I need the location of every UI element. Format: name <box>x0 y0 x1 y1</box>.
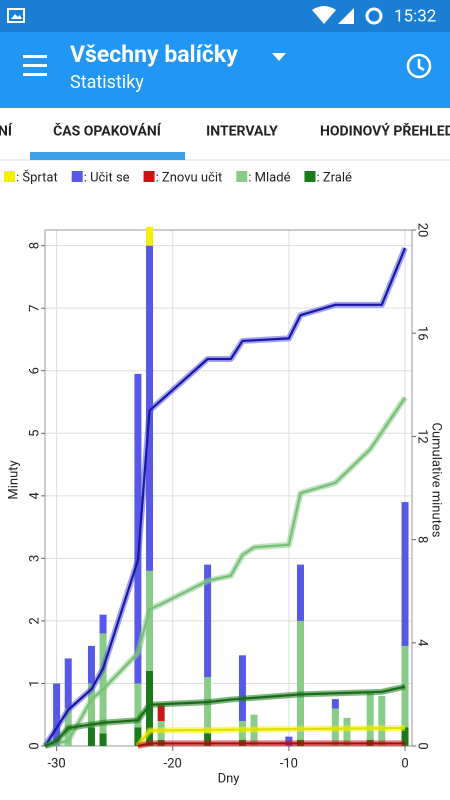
legend-swatch <box>236 171 248 182</box>
y2-axis-label: Cumulative minutes <box>429 423 444 538</box>
bar-segment <box>366 692 374 740</box>
cumulative-line <box>137 726 406 747</box>
bar-segment <box>204 677 212 734</box>
bar-segment <box>204 733 212 746</box>
toolbar <box>0 32 450 108</box>
history-button[interactable] <box>406 53 432 79</box>
cumulative-line-halo <box>42 246 408 748</box>
x-tick-label: -20 <box>164 756 182 771</box>
tab[interactable]: HODINOVÝ PŘEHLED <box>320 122 450 140</box>
cumulative-line <box>137 742 406 748</box>
y-tick-label: 6 <box>27 367 42 374</box>
y2-tick-label: 16 <box>415 326 430 341</box>
y-tick-label: 7 <box>27 305 42 312</box>
x-tick-label: -10 <box>280 756 298 771</box>
menu-bar <box>23 64 47 67</box>
toolbar-title[interactable]: Všechny balíčky <box>70 41 238 68</box>
bar-segment <box>87 727 95 746</box>
sync-icon <box>365 7 383 25</box>
tab-indicator <box>30 152 185 160</box>
y2-tick-label: 20 <box>415 223 430 238</box>
cumulative-line <box>44 685 406 748</box>
bar-segment <box>146 226 154 246</box>
bar-segment <box>378 695 386 746</box>
y-tick-label: 4 <box>27 491 42 499</box>
x-tick-label: 0 <box>401 756 408 771</box>
y2-tick-label: 8 <box>415 536 430 543</box>
y2-tick-label: 12 <box>415 429 430 444</box>
cumulative-line <box>44 247 407 747</box>
bar-segment <box>401 502 409 646</box>
clock-icon <box>406 53 432 79</box>
chart: : Šprtat : Učit se : Znovu učit : Mladé : Zr… <box>4 169 444 786</box>
legend-swatch <box>4 171 15 182</box>
cumulative-line <box>44 397 406 748</box>
y-tick-label: 2 <box>27 617 42 624</box>
bar-segment <box>53 683 61 746</box>
legend-swatch <box>304 171 316 182</box>
y-tick-label: 0 <box>27 742 42 749</box>
y-tick-label: 3 <box>27 555 42 562</box>
tab[interactable]: NÍ <box>0 122 13 140</box>
tab[interactable]: ČAS OPAKOVÁNÍ <box>53 122 162 140</box>
y-tick-label: 5 <box>27 430 42 437</box>
status-bar <box>0 0 450 32</box>
legend-label: : Šprtat <box>16 169 58 185</box>
clock-hands <box>417 59 425 72</box>
bar-segment <box>343 717 351 746</box>
bar-segment <box>238 655 246 721</box>
bar-segment <box>134 683 142 728</box>
legend-swatch <box>71 171 83 182</box>
legend-label: : Znovu učit <box>156 170 223 185</box>
image-icon <box>7 8 25 23</box>
bar-segment <box>401 645 409 728</box>
bar-segment <box>297 564 305 621</box>
legend-label: : Mladé <box>248 170 290 185</box>
bar-segment <box>204 564 212 678</box>
tab-bar <box>0 108 450 160</box>
y-tick-label: 1 <box>27 680 42 687</box>
menu-button[interactable] <box>23 55 47 76</box>
y2-tick-label: 0 <box>415 742 430 749</box>
clock: 15:32 <box>394 6 436 26</box>
menu-bar <box>23 55 47 58</box>
x-axis-label: Dny <box>218 771 240 786</box>
bar-segment <box>99 633 107 734</box>
legend-label: : Učit se <box>84 170 130 185</box>
y-axis-label: Minuty <box>6 460 21 499</box>
legend-label: : Zralé <box>316 170 352 185</box>
signal-icon <box>338 8 354 24</box>
legend-swatch <box>143 171 155 182</box>
dropdown-arrow[interactable] <box>272 53 286 61</box>
y-tick-label: 8 <box>27 242 42 249</box>
bar-segment <box>331 699 339 709</box>
wifi-icon <box>312 6 336 24</box>
bar-segment <box>134 727 142 746</box>
bar-segment <box>157 705 165 721</box>
bar-segment <box>64 658 72 709</box>
bar-segment <box>87 645 95 684</box>
bar-segment <box>99 614 107 634</box>
tab[interactable]: INTERVALY <box>206 124 278 140</box>
bar-segment <box>99 733 107 746</box>
y2-tick-label: 4 <box>415 639 430 647</box>
menu-bar <box>23 73 47 76</box>
bar-segment <box>297 620 305 740</box>
bar-segment <box>401 727 409 746</box>
x-tick-label: -30 <box>48 756 66 771</box>
image-icon-glyph <box>11 14 22 19</box>
toolbar-subtitle: Statistiky <box>70 72 144 93</box>
